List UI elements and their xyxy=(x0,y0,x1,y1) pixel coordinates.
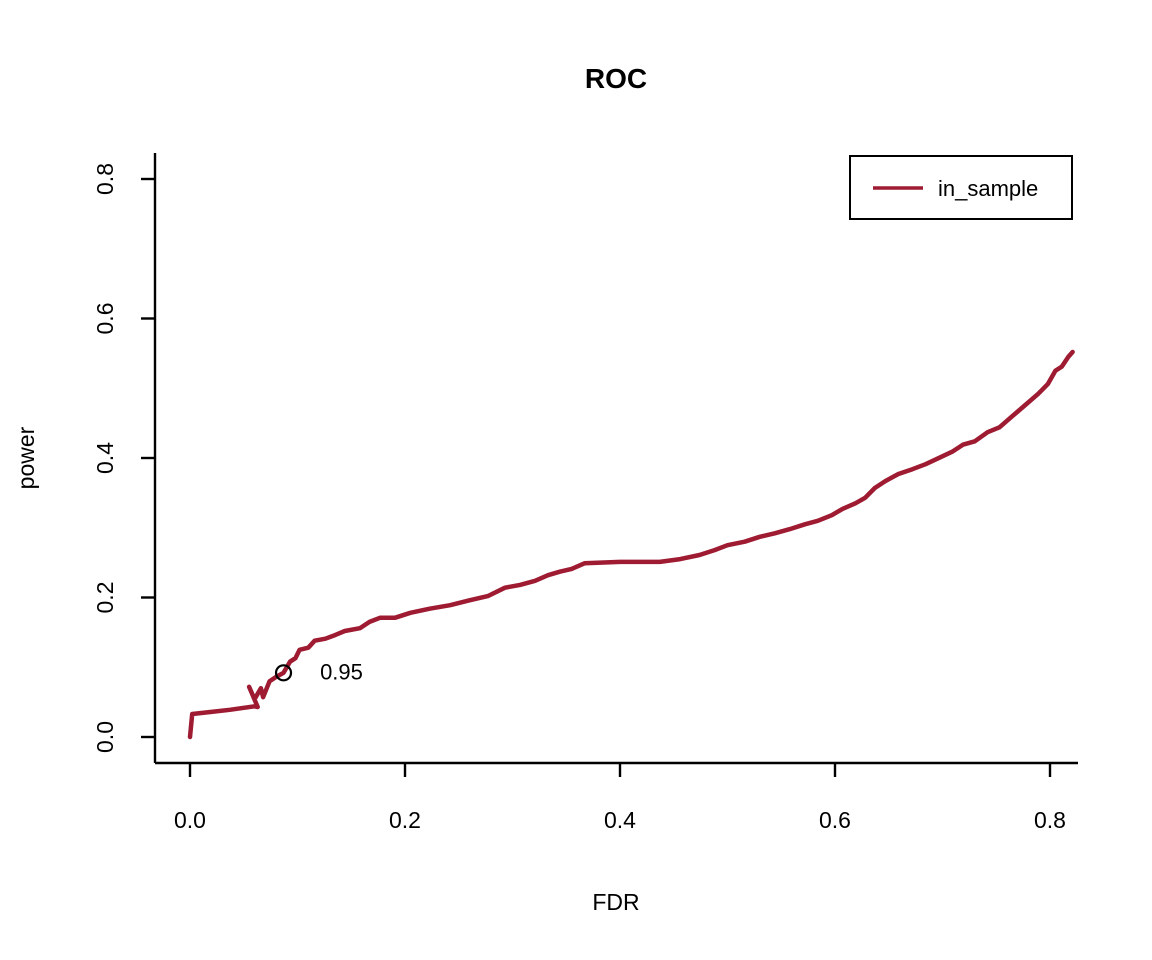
y-tick-label: 0.2 xyxy=(92,582,118,614)
x-tick-label: 0.0 xyxy=(174,807,206,833)
x-axis-ticks: 0.0 0.2 0.4 0.6 0.8 xyxy=(174,763,1066,833)
legend: in_sample xyxy=(849,155,1073,220)
chart-title: ROC xyxy=(585,63,647,94)
y-tick-label: 0.6 xyxy=(92,303,118,335)
x-tick-label: 0.2 xyxy=(389,807,421,833)
legend-label-in-sample: in_sample xyxy=(938,176,1038,201)
threshold-marker-circle xyxy=(274,664,293,682)
y-tick-label: 0.0 xyxy=(92,721,118,753)
threshold-annotation: 0.95 xyxy=(320,660,363,685)
x-tick-label: 0.4 xyxy=(604,807,636,833)
roc-curve-in-sample xyxy=(187,349,1075,740)
x-tick-label: 0.8 xyxy=(1034,807,1066,833)
x-axis-label: FDR xyxy=(592,889,639,915)
x-tick-label: 0.6 xyxy=(819,807,851,833)
y-axis-label: power xyxy=(13,426,39,489)
y-tick-label: 0.8 xyxy=(92,163,118,195)
y-tick-label: 0.4 xyxy=(92,442,118,474)
y-axis-ticks: 0.0 0.2 0.4 0.6 0.8 xyxy=(92,163,155,753)
